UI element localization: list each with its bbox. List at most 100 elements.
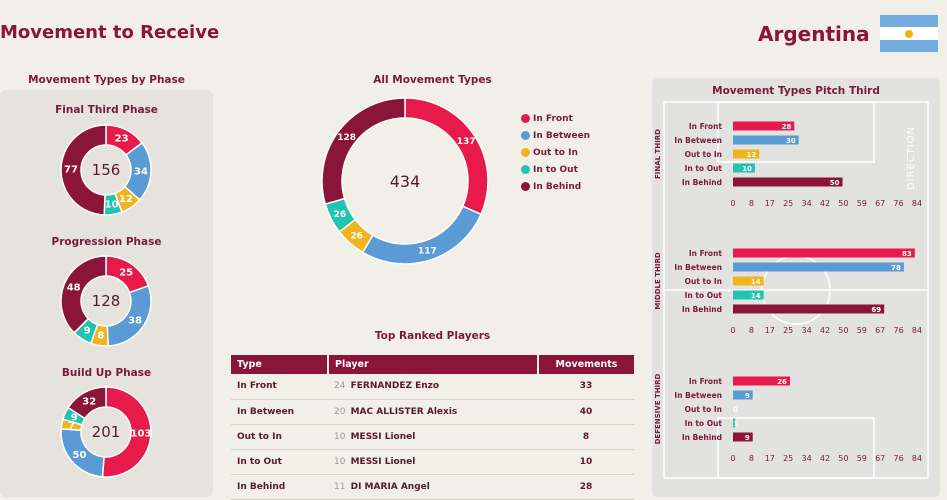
bar [733, 304, 885, 314]
bar-value-label: 1 [733, 420, 738, 428]
movements-cell: 33 [538, 374, 634, 400]
donut-total: 156 [92, 161, 121, 179]
team-name: Argentina [758, 22, 870, 46]
x-tick-label: 25 [783, 454, 793, 463]
donut-slice [404, 97, 489, 216]
legend-label: In Behind [533, 181, 582, 192]
bar-value-label: 9 [745, 392, 750, 400]
x-tick-label: 0 [730, 326, 735, 335]
bar-value-label: 50 [830, 179, 840, 187]
direction-label: DIRECTION [906, 126, 917, 190]
bar [733, 276, 764, 286]
type-cell: Out to In [231, 424, 328, 450]
x-tick-label: 17 [765, 454, 775, 463]
player-number: 24 [334, 381, 346, 392]
slice-label: 23 [115, 134, 129, 145]
type-cell: In Front [231, 374, 328, 400]
player-number: 10 [334, 431, 346, 442]
movements-cell: 28 [538, 474, 634, 500]
slice-label: 25 [119, 267, 133, 278]
x-tick-label: 8 [749, 199, 754, 208]
x-tick-label: 84 [912, 199, 922, 208]
bar-value-label: 83 [902, 250, 912, 258]
x-tick-label: 0 [730, 454, 735, 463]
bar [733, 432, 753, 442]
bar-category-label: In Behind [682, 305, 722, 314]
x-tick-label: 76 [894, 454, 904, 463]
third-label: FINAL THIRD [654, 129, 662, 179]
slice-label: 26 [334, 210, 347, 220]
slice-label: 117 [418, 246, 437, 256]
bar-value-label: 14 [751, 278, 761, 286]
x-tick-label: 76 [894, 326, 904, 335]
legend-item: Out to In [521, 144, 590, 161]
x-tick-label: 50 [838, 326, 848, 335]
bar-value-label: 30 [786, 137, 796, 145]
slice-label: 34 [134, 166, 148, 177]
bar-category-label: In to Out [685, 164, 723, 173]
donut-total: 201 [92, 423, 121, 441]
phase-group-title: Movement Types by Phase [28, 74, 185, 86]
bar-value-label: 28 [782, 123, 792, 131]
pitch-panel [652, 78, 940, 497]
donut-total: 434 [390, 172, 421, 191]
slice-label: 12 [119, 194, 133, 205]
build-up-phase-title: Build Up Phase [61, 367, 152, 379]
donut-slice [101, 386, 152, 478]
bar-category-label: Out to In [685, 277, 722, 286]
bar [733, 177, 843, 187]
bar-category-label: In to Out [685, 419, 723, 428]
bar-category-label: In Between [674, 136, 722, 145]
player-name: DI MARIA Angel [350, 481, 430, 492]
penalty-box [717, 101, 875, 163]
column-header-movements: Movements [538, 355, 634, 374]
bar-value-label: 69 [871, 306, 881, 314]
player-cell: 10 MESSI Lionel [328, 449, 538, 475]
table-row: In Front 24 FERNANDEZ Enzo 33 [231, 374, 634, 400]
x-tick-label: 67 [875, 326, 885, 335]
bar [733, 163, 755, 173]
legend-label: In to Out [533, 164, 578, 175]
type-cell: In Between [231, 399, 328, 425]
legend-label: In Front [533, 113, 573, 124]
bar [733, 248, 915, 258]
progression-phase-title: Progression Phase [51, 236, 162, 248]
bar [733, 121, 795, 131]
slice-label: 32 [82, 396, 96, 407]
player-cell: 24 FERNANDEZ Enzo [328, 374, 538, 400]
top-players-table: Type Player Movements In Front 24 FERNAND… [231, 355, 634, 500]
legend-item: In Behind [521, 178, 590, 195]
bar [733, 149, 760, 159]
x-tick-label: 67 [875, 454, 885, 463]
slice-label: 137 [457, 137, 476, 147]
bar [733, 135, 799, 145]
player-name: MAC ALLISTER Alexis [350, 406, 458, 417]
x-tick-label: 34 [802, 326, 812, 335]
x-tick-label: 50 [838, 454, 848, 463]
column-header-player: Player [328, 355, 539, 374]
bar-category-label: In Behind [682, 178, 722, 187]
player-cell: 10 MESSI Lionel [328, 424, 538, 450]
final-third-phase-title: Final Third Phase [55, 104, 158, 116]
table-row: In Between 20 MAC ALLISTER Alexis 40 [231, 399, 634, 425]
table-title: Top Ranked Players [374, 330, 491, 342]
x-tick-label: 59 [857, 199, 867, 208]
slice-label: 77 [64, 164, 78, 175]
table-row: In Behind 11 DI MARIA Angel 28 [231, 474, 634, 500]
all-movement-title: All Movement Types [373, 74, 492, 86]
argentina-flag-icon [880, 15, 938, 52]
bar-category-label: Out to In [685, 405, 722, 414]
slice-label: 7 [68, 421, 75, 432]
x-tick-label: 42 [820, 454, 830, 463]
donut-slice [67, 386, 107, 420]
bar [733, 376, 790, 386]
slice-label: 26 [350, 232, 363, 242]
x-tick-label: 17 [765, 326, 775, 335]
legend-label: Out to In [533, 147, 578, 158]
slice-label: 8 [97, 331, 104, 342]
x-tick-label: 84 [912, 454, 922, 463]
bar-value-label: 14 [751, 292, 761, 300]
x-tick-label: 42 [820, 199, 830, 208]
bar [733, 262, 904, 272]
slice-label: 48 [67, 283, 81, 294]
